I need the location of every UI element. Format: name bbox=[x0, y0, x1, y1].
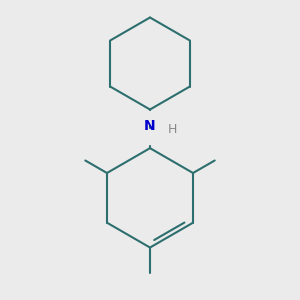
Text: H: H bbox=[167, 123, 177, 136]
Text: N: N bbox=[144, 119, 156, 133]
